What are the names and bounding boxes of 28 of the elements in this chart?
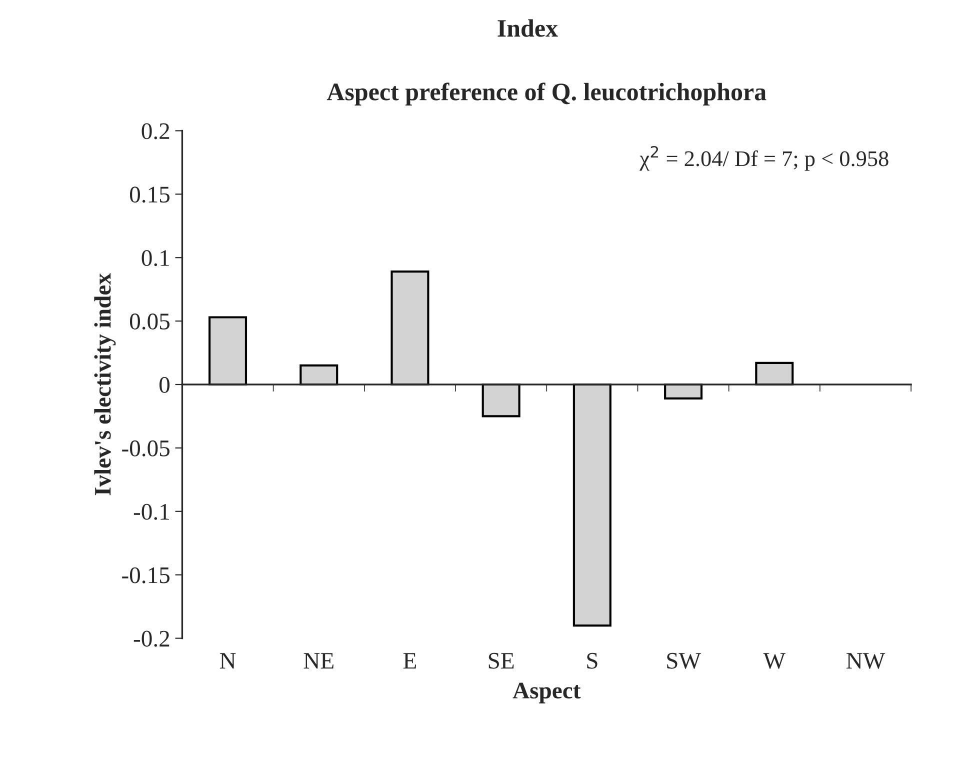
x-tick-label: NW [846, 653, 886, 669]
y-axis-title: Ivlev's electivity index [94, 273, 116, 496]
x-tick-label: SE [488, 652, 514, 669]
y-tick-label: 0.15 [130, 186, 170, 203]
text: Index [498, 19, 558, 37]
bar [300, 364, 338, 386]
x-axis-title: Aspect [512, 682, 581, 704]
y-tick-label: 0.2 [142, 123, 170, 140]
bar [482, 383, 520, 418]
y-tick-label: -0.2 [134, 630, 170, 647]
x-tick-label: S [587, 652, 598, 669]
chart-title: Aspect preference of Q. leucotrichophora [326, 82, 766, 106]
y-tick-label: -0.15 [122, 567, 170, 584]
x-tick-label: W [763, 653, 786, 669]
y-tick-label: 0 [160, 376, 170, 393]
bar [572, 383, 612, 627]
bar [390, 270, 430, 386]
y-tick-label: -0.05 [122, 440, 170, 456]
x-tick-label: SW [667, 652, 701, 669]
bar [755, 362, 794, 386]
x-tick-label: E [403, 653, 416, 669]
y-tick-label: -0.1 [134, 504, 169, 520]
y-tick-label: 0.1 [142, 250, 169, 266]
y-tick-label: 0.05 [130, 314, 170, 330]
annotation: χ$^{2}$ = 2.04/ Df = 7; p < 0.958 [640, 146, 888, 171]
bar [208, 316, 248, 386]
x-tick-label: NE [304, 653, 334, 669]
x-tick-label: N [220, 653, 236, 669]
